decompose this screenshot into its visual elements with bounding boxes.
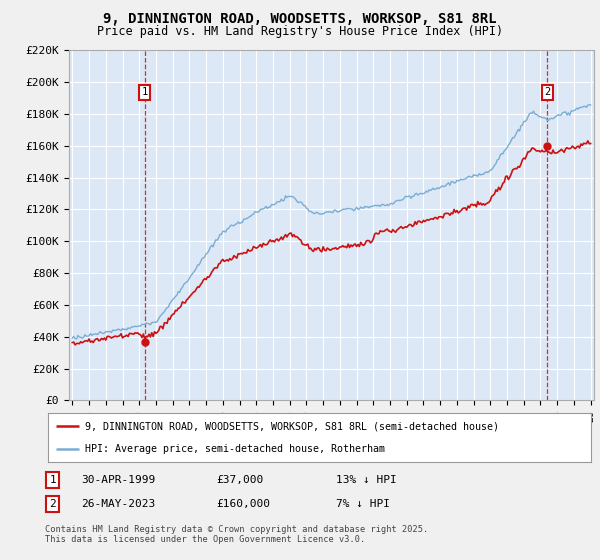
Text: Contains HM Land Registry data © Crown copyright and database right 2025.
This d: Contains HM Land Registry data © Crown c… [45,525,428,544]
Text: 2: 2 [544,87,550,97]
Text: 7% ↓ HPI: 7% ↓ HPI [336,499,390,509]
Text: £160,000: £160,000 [216,499,270,509]
Text: HPI: Average price, semi-detached house, Rotherham: HPI: Average price, semi-detached house,… [85,444,385,454]
Text: 30-APR-1999: 30-APR-1999 [81,475,155,485]
Text: 13% ↓ HPI: 13% ↓ HPI [336,475,397,485]
Text: 26-MAY-2023: 26-MAY-2023 [81,499,155,509]
Text: 9, DINNINGTON ROAD, WOODSETTS, WORKSOP, S81 8RL (semi-detached house): 9, DINNINGTON ROAD, WOODSETTS, WORKSOP, … [85,421,499,431]
Text: £37,000: £37,000 [216,475,263,485]
Text: 1: 1 [49,475,56,485]
Text: 2: 2 [49,499,56,509]
Text: Price paid vs. HM Land Registry's House Price Index (HPI): Price paid vs. HM Land Registry's House … [97,25,503,38]
Text: 1: 1 [142,87,148,97]
Text: 9, DINNINGTON ROAD, WOODSETTS, WORKSOP, S81 8RL: 9, DINNINGTON ROAD, WOODSETTS, WORKSOP, … [103,12,497,26]
